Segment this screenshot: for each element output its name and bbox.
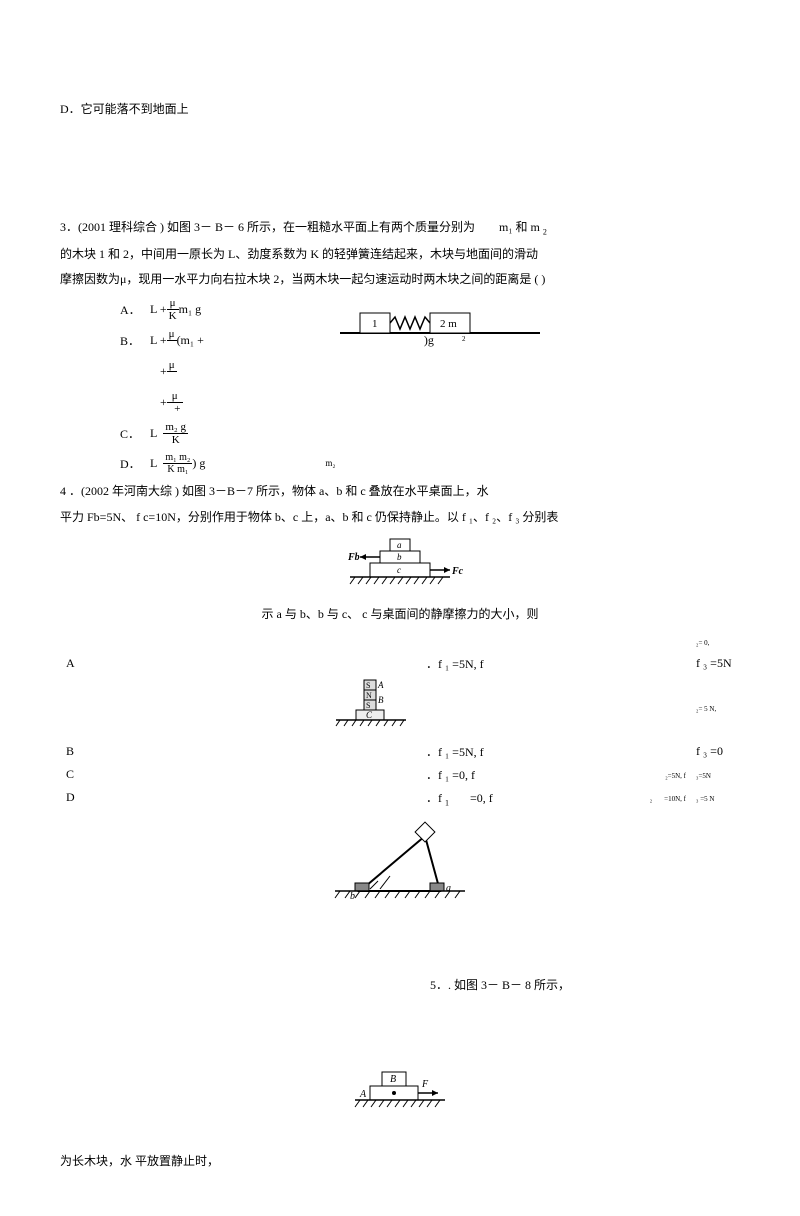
q4-d-sub1: 1 xyxy=(445,798,449,807)
q4-r1c: ₂= 0, xyxy=(696,639,709,647)
q4-b-end: f ₃ =0 xyxy=(692,741,738,762)
q4-row-pre: ₂= 0, xyxy=(62,632,738,651)
q4-line2: 平力 Fb=5N、 f c=10N，分别作用于物体 b、c 上，a、b 和 c … xyxy=(60,507,740,529)
q4-a-mid: ．f ₁ =5N, f xyxy=(422,653,520,674)
q3-b-frac: μ xyxy=(167,328,177,353)
q4-a-label: A xyxy=(62,653,130,674)
q3-option-c: C． L m₂ g K xyxy=(120,421,740,446)
q4-row-a: A ．f ₁ =5N, f f ₃ =5N xyxy=(62,653,738,674)
q3-sub2: 2 xyxy=(543,227,547,236)
q3-line3: 摩擦因数为μ，现用一水平力向右拉木块 2，当两木块一起匀速运动时两木块之间的距离… xyxy=(60,269,740,291)
option-d-prev: D．它可能落不到地面上 xyxy=(60,100,740,117)
q4-b-label: B xyxy=(62,741,130,762)
q4-c-c: ₂=5N, f xyxy=(665,772,686,780)
q4-row-b: B ．f ₁ =5N, f f ₃ =0 xyxy=(62,741,738,762)
q4-answers: ₂= 0, A ．f ₁ =5N, f f ₃ =5N S A N xyxy=(60,630,740,811)
q4-a-end: f ₃ =5N xyxy=(692,653,738,674)
q3-diagram: 1 2 m 2 xyxy=(340,303,540,347)
q4-diagram-incline: b a xyxy=(60,821,740,915)
q4-d-c: c xyxy=(397,565,401,575)
q3-b-c2-den: + xyxy=(167,403,183,415)
q4-c-mid: ．f ₁ =0, f xyxy=(422,764,520,785)
q4-d-label: D xyxy=(62,787,130,809)
q3-b-c1-num: μ xyxy=(167,359,177,372)
q4-row-d: D ．f 1 =0, f ₂ =10N, f ₃ =5 N xyxy=(62,787,738,809)
q3-line2: 的木块 1 和 2，中间用一原长为 L、劲度系数为 K 的轻弹簧连结起来，木块与… xyxy=(60,244,740,266)
q3-c-label: C． xyxy=(120,425,150,442)
q3-b-c1: + xyxy=(160,364,167,379)
q3-d-num: m₁ m₂ xyxy=(163,452,192,464)
q3-a-frac: μ K xyxy=(167,297,179,322)
q4m-s1: S xyxy=(366,681,370,690)
q4-d-d: ₂ xyxy=(650,795,652,803)
q3-diag-box2: 2 m xyxy=(440,318,457,330)
q3-a-l: L + xyxy=(150,302,167,317)
q5-f: F xyxy=(421,1079,429,1090)
q3-b-label: B． xyxy=(120,332,150,349)
q3-a-den: K xyxy=(167,310,179,322)
q5-header: 5．. 如图 3－ B－ 8 所示， xyxy=(60,975,740,997)
q3-option-b-cont2: + μ + xyxy=(160,390,740,415)
page-root: D．它可能落不到地面上 3．(2001 理科综合 ) 如图 3－ B－ 6 所示… xyxy=(0,0,800,1216)
q4-d-fc: Fc xyxy=(451,566,464,577)
q3-a-label: A． xyxy=(120,301,150,318)
q4-c-label: C xyxy=(62,764,130,785)
q3-b-c1-den xyxy=(167,372,177,384)
q3-diag-box1: 1 xyxy=(372,318,378,330)
q3-b-c2: + xyxy=(160,395,167,410)
q4m-n1: N xyxy=(366,691,372,700)
q3-m1: m₁ 和 m xyxy=(499,220,540,234)
q3-d-frac: m₁ m₂ K m₁ xyxy=(163,452,192,475)
q3-b-l: L + xyxy=(150,333,167,348)
q4-d-e: =10N, f xyxy=(664,795,686,803)
q3-b-den xyxy=(167,341,177,353)
q3-c-rest: m₂ g xyxy=(163,421,188,434)
q4-c-end: ₃=5N xyxy=(696,772,711,780)
q3-a-num: μ xyxy=(167,297,179,310)
q3-a-rest: m₁ g xyxy=(179,302,202,317)
q4m-c: C xyxy=(366,710,373,720)
q4-b-mid: ．f ₁ =5N, f xyxy=(422,741,520,762)
q3-d-m2: m₂ xyxy=(325,458,335,468)
q5-diagram: B A F xyxy=(60,1067,740,1121)
q5-b: B xyxy=(390,1074,396,1085)
q3-b-c2-frac: μ + xyxy=(167,390,183,415)
q3-d-l: L xyxy=(150,456,157,471)
q4m-a: A xyxy=(377,680,384,690)
q4-d-a: a xyxy=(397,540,402,550)
q3-diag-sub2: 2 xyxy=(462,335,466,343)
q4-d-fb: Fb xyxy=(347,552,360,563)
q3-b-c2-num: μ xyxy=(167,390,183,403)
incline-b: b xyxy=(350,891,355,902)
q3-header: 3．(2001 理科综合 ) 如图 3－ B－ 6 所示，在一粗糙水平面上有两个… xyxy=(60,217,740,240)
q3-d-den: K m₁ xyxy=(163,464,192,475)
q3-b-c1-frac: μ xyxy=(167,359,177,384)
q3-option-a: A． L + μ K m₁ g 1 2 m 2 xyxy=(120,297,740,322)
q4-diagram-magnet: S A N S B C xyxy=(326,678,416,737)
q4-d-f: ₃ =5 N xyxy=(696,795,714,803)
q3-option-d: D． L m₁ m₂ K m₁ ) g m₂ xyxy=(120,452,740,475)
q4-d-b1: ．f xyxy=(426,791,442,805)
q4-row-c: C ．f ₁ =0, f ₂=5N, f ₃=5N xyxy=(62,764,738,785)
q3-b-num: μ xyxy=(167,328,177,341)
q4-d-b: b xyxy=(397,552,402,562)
q4m-s2: S xyxy=(366,701,370,710)
q4-header: 4 ．(2002 年河南大综 ) 如图 3－B－7 所示，物体 a、b 和 c … xyxy=(60,481,740,503)
q3-c-den: K xyxy=(163,434,188,446)
q4m-b: B xyxy=(378,695,384,705)
q4-row-pre2: S A N S B C xyxy=(62,676,738,739)
q3-option-b-cont1: + μ xyxy=(160,359,740,384)
q3-c-frac: m₂ g K xyxy=(163,421,188,446)
q3-c-l: L xyxy=(150,426,157,441)
q4-r2c: ₂= 5 N, xyxy=(696,705,716,713)
q3-d-rest: ) g xyxy=(192,456,205,471)
q3-d-label: D． xyxy=(120,455,150,472)
q5-tail: 为长木块，水 平放置静止时， xyxy=(60,1151,740,1173)
q5-a: A xyxy=(359,1089,367,1100)
q3-b-rest: (m₁ + xyxy=(177,333,204,348)
q4-diagram-stack: a b Fb c Fc xyxy=(60,534,740,598)
q3-text: 3．(2001 理科综合 ) 如图 3－ B－ 6 所示，在一粗糙水平面上有两个… xyxy=(60,220,475,234)
q4-caption: 示 a 与 b、b 与 c、 c 与桌面间的静摩擦力的大小，则 xyxy=(60,604,740,626)
q4-d-c1: =0, f xyxy=(470,791,493,805)
